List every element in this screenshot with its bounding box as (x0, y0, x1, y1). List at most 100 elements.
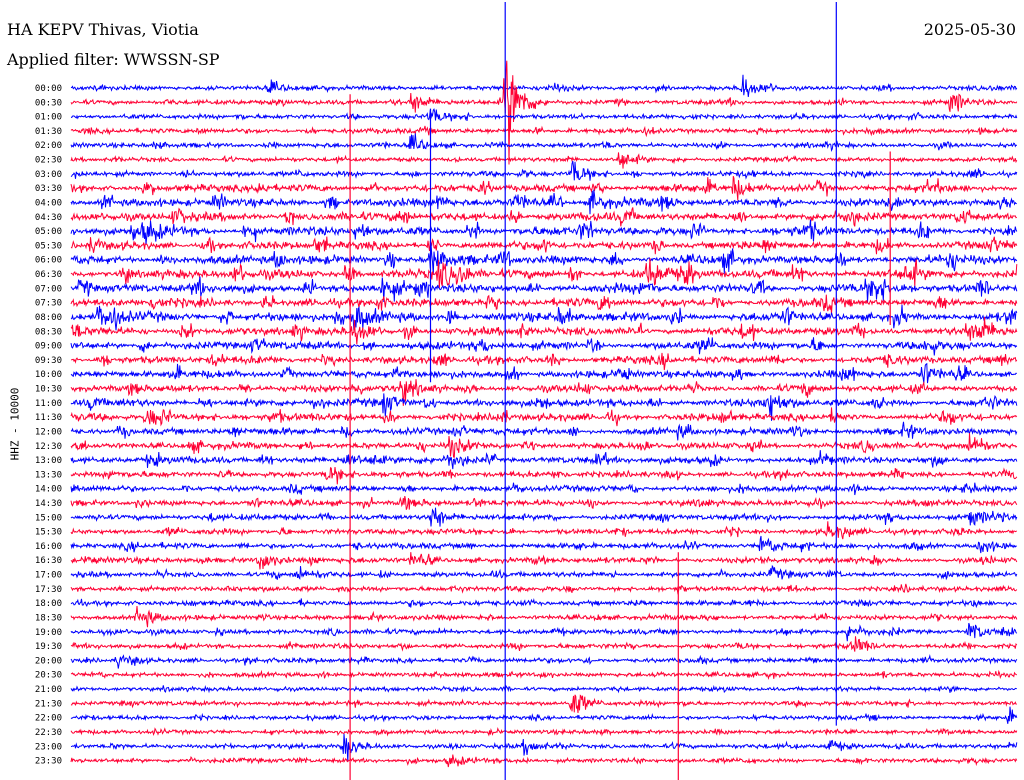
trace-line (70, 160, 1018, 181)
trace-line (70, 125, 1018, 138)
trace-line (70, 754, 1018, 768)
time-tick-label: 10:00 (35, 370, 62, 380)
time-tick-label: 22:30 (35, 728, 62, 738)
time-tick-label: 17:00 (35, 571, 62, 581)
trace-line (70, 706, 1018, 724)
time-tick-label: 08:00 (35, 313, 62, 323)
trace-line (70, 242, 1018, 276)
time-tick-label: 23:30 (35, 757, 62, 767)
time-tick-label: 14:30 (35, 499, 62, 509)
trace-line (70, 189, 1017, 215)
trace-line (70, 421, 1018, 441)
time-tick-label: 00:30 (35, 98, 62, 108)
time-tick-label: 16:00 (35, 542, 62, 552)
trace-line (70, 152, 1018, 169)
trace-line (70, 669, 1018, 680)
time-tick-label: 09:30 (35, 356, 62, 366)
trace-line (70, 407, 1018, 427)
time-tick-label: 16:30 (35, 556, 62, 566)
time-tick-label: 05:00 (35, 227, 62, 237)
time-tick-label: 17:30 (35, 585, 62, 595)
trace-line (70, 352, 1018, 371)
trace-line (70, 393, 1018, 421)
trace-line (70, 482, 1018, 496)
trace-line (70, 175, 1018, 201)
time-tick-label: 14:00 (35, 485, 62, 495)
time-tick-label: 02:00 (35, 141, 62, 151)
filter-label: Applied filter: WWSSN-SP (7, 50, 220, 69)
time-tick-label: 19:00 (35, 628, 62, 638)
date-label: 2025-05-30 (923, 20, 1016, 39)
trace-line (70, 583, 1018, 595)
trace-line (70, 362, 1017, 384)
time-tick-label: 01:30 (35, 127, 62, 137)
time-tick-label: 07:30 (35, 299, 62, 309)
time-tick-label: 18:30 (35, 614, 62, 624)
time-tick-label: 13:00 (35, 456, 62, 466)
time-tick-label: 13:30 (35, 470, 62, 480)
trace-line (70, 433, 1018, 458)
time-tick-label: 03:30 (35, 184, 62, 194)
trace-line (70, 379, 1018, 406)
trace-line (70, 133, 1018, 153)
trace-line (70, 316, 1018, 345)
trace-line (70, 108, 1018, 122)
time-tick-label: 21:00 (35, 685, 62, 695)
trace-line (70, 694, 1017, 714)
trace-line (70, 521, 1018, 540)
time-tick-label: 22:00 (35, 714, 62, 724)
time-tick-label: 04:30 (35, 213, 62, 223)
trace-line (70, 597, 1018, 609)
trace-line (70, 258, 1018, 289)
time-tick-label: 06:00 (35, 256, 62, 266)
trace-line (70, 552, 1018, 570)
time-tick-label: 21:30 (35, 699, 62, 709)
trace-line (70, 606, 1018, 628)
time-tick-label: 18:00 (35, 599, 62, 609)
time-tick-label: 12:30 (35, 442, 62, 452)
time-tick-label: 15:30 (35, 528, 62, 538)
trace-line (70, 74, 1018, 98)
station-title: HA KEPV Thivas, Viotia (7, 20, 199, 39)
trace-line (70, 450, 1018, 470)
trace-line (70, 726, 1018, 737)
time-tick-label: 20:00 (35, 656, 62, 666)
trace-line (70, 496, 1018, 510)
time-tick-label: 08:30 (35, 327, 62, 337)
time-tick-label: 11:30 (35, 413, 62, 423)
time-tick-label: 10:30 (35, 385, 62, 395)
time-tick-label: 11:00 (35, 399, 62, 409)
trace-line (70, 60, 1018, 165)
channel-label: HHZ - 10000 (8, 387, 22, 461)
trace-line (70, 733, 1018, 763)
trace-line (70, 337, 1018, 356)
time-tick-label: 05:30 (35, 241, 62, 251)
trace-line (70, 294, 1018, 314)
trace-line (70, 564, 1018, 581)
time-tick-label: 09:00 (35, 342, 62, 352)
trace-line (70, 304, 1018, 331)
time-tick-label: 03:00 (35, 170, 62, 180)
time-tick-label: 04:00 (35, 199, 62, 209)
trace-line (70, 622, 1018, 642)
trace-line (70, 636, 1018, 652)
trace-line (70, 654, 1018, 669)
time-tick-label: 07:00 (35, 284, 62, 294)
trace-line (70, 276, 1018, 303)
trace-line (70, 684, 1017, 694)
time-tick-label: 15:00 (35, 513, 62, 523)
time-tick-label: 20:30 (35, 671, 62, 681)
time-tick-label: 19:30 (35, 642, 62, 652)
trace-line (70, 507, 1018, 527)
time-tick-label: 06:30 (35, 270, 62, 280)
time-tick-label: 12:00 (35, 427, 62, 437)
trace-line (70, 236, 1018, 255)
trace-line (70, 207, 1018, 227)
time-tick-label: 23:00 (35, 742, 62, 752)
time-tick-label: 01:00 (35, 113, 62, 123)
trace-line (70, 535, 1017, 554)
time-tick-label: 00:00 (35, 84, 62, 94)
trace-line (70, 219, 1018, 245)
trace-line (70, 466, 1018, 485)
